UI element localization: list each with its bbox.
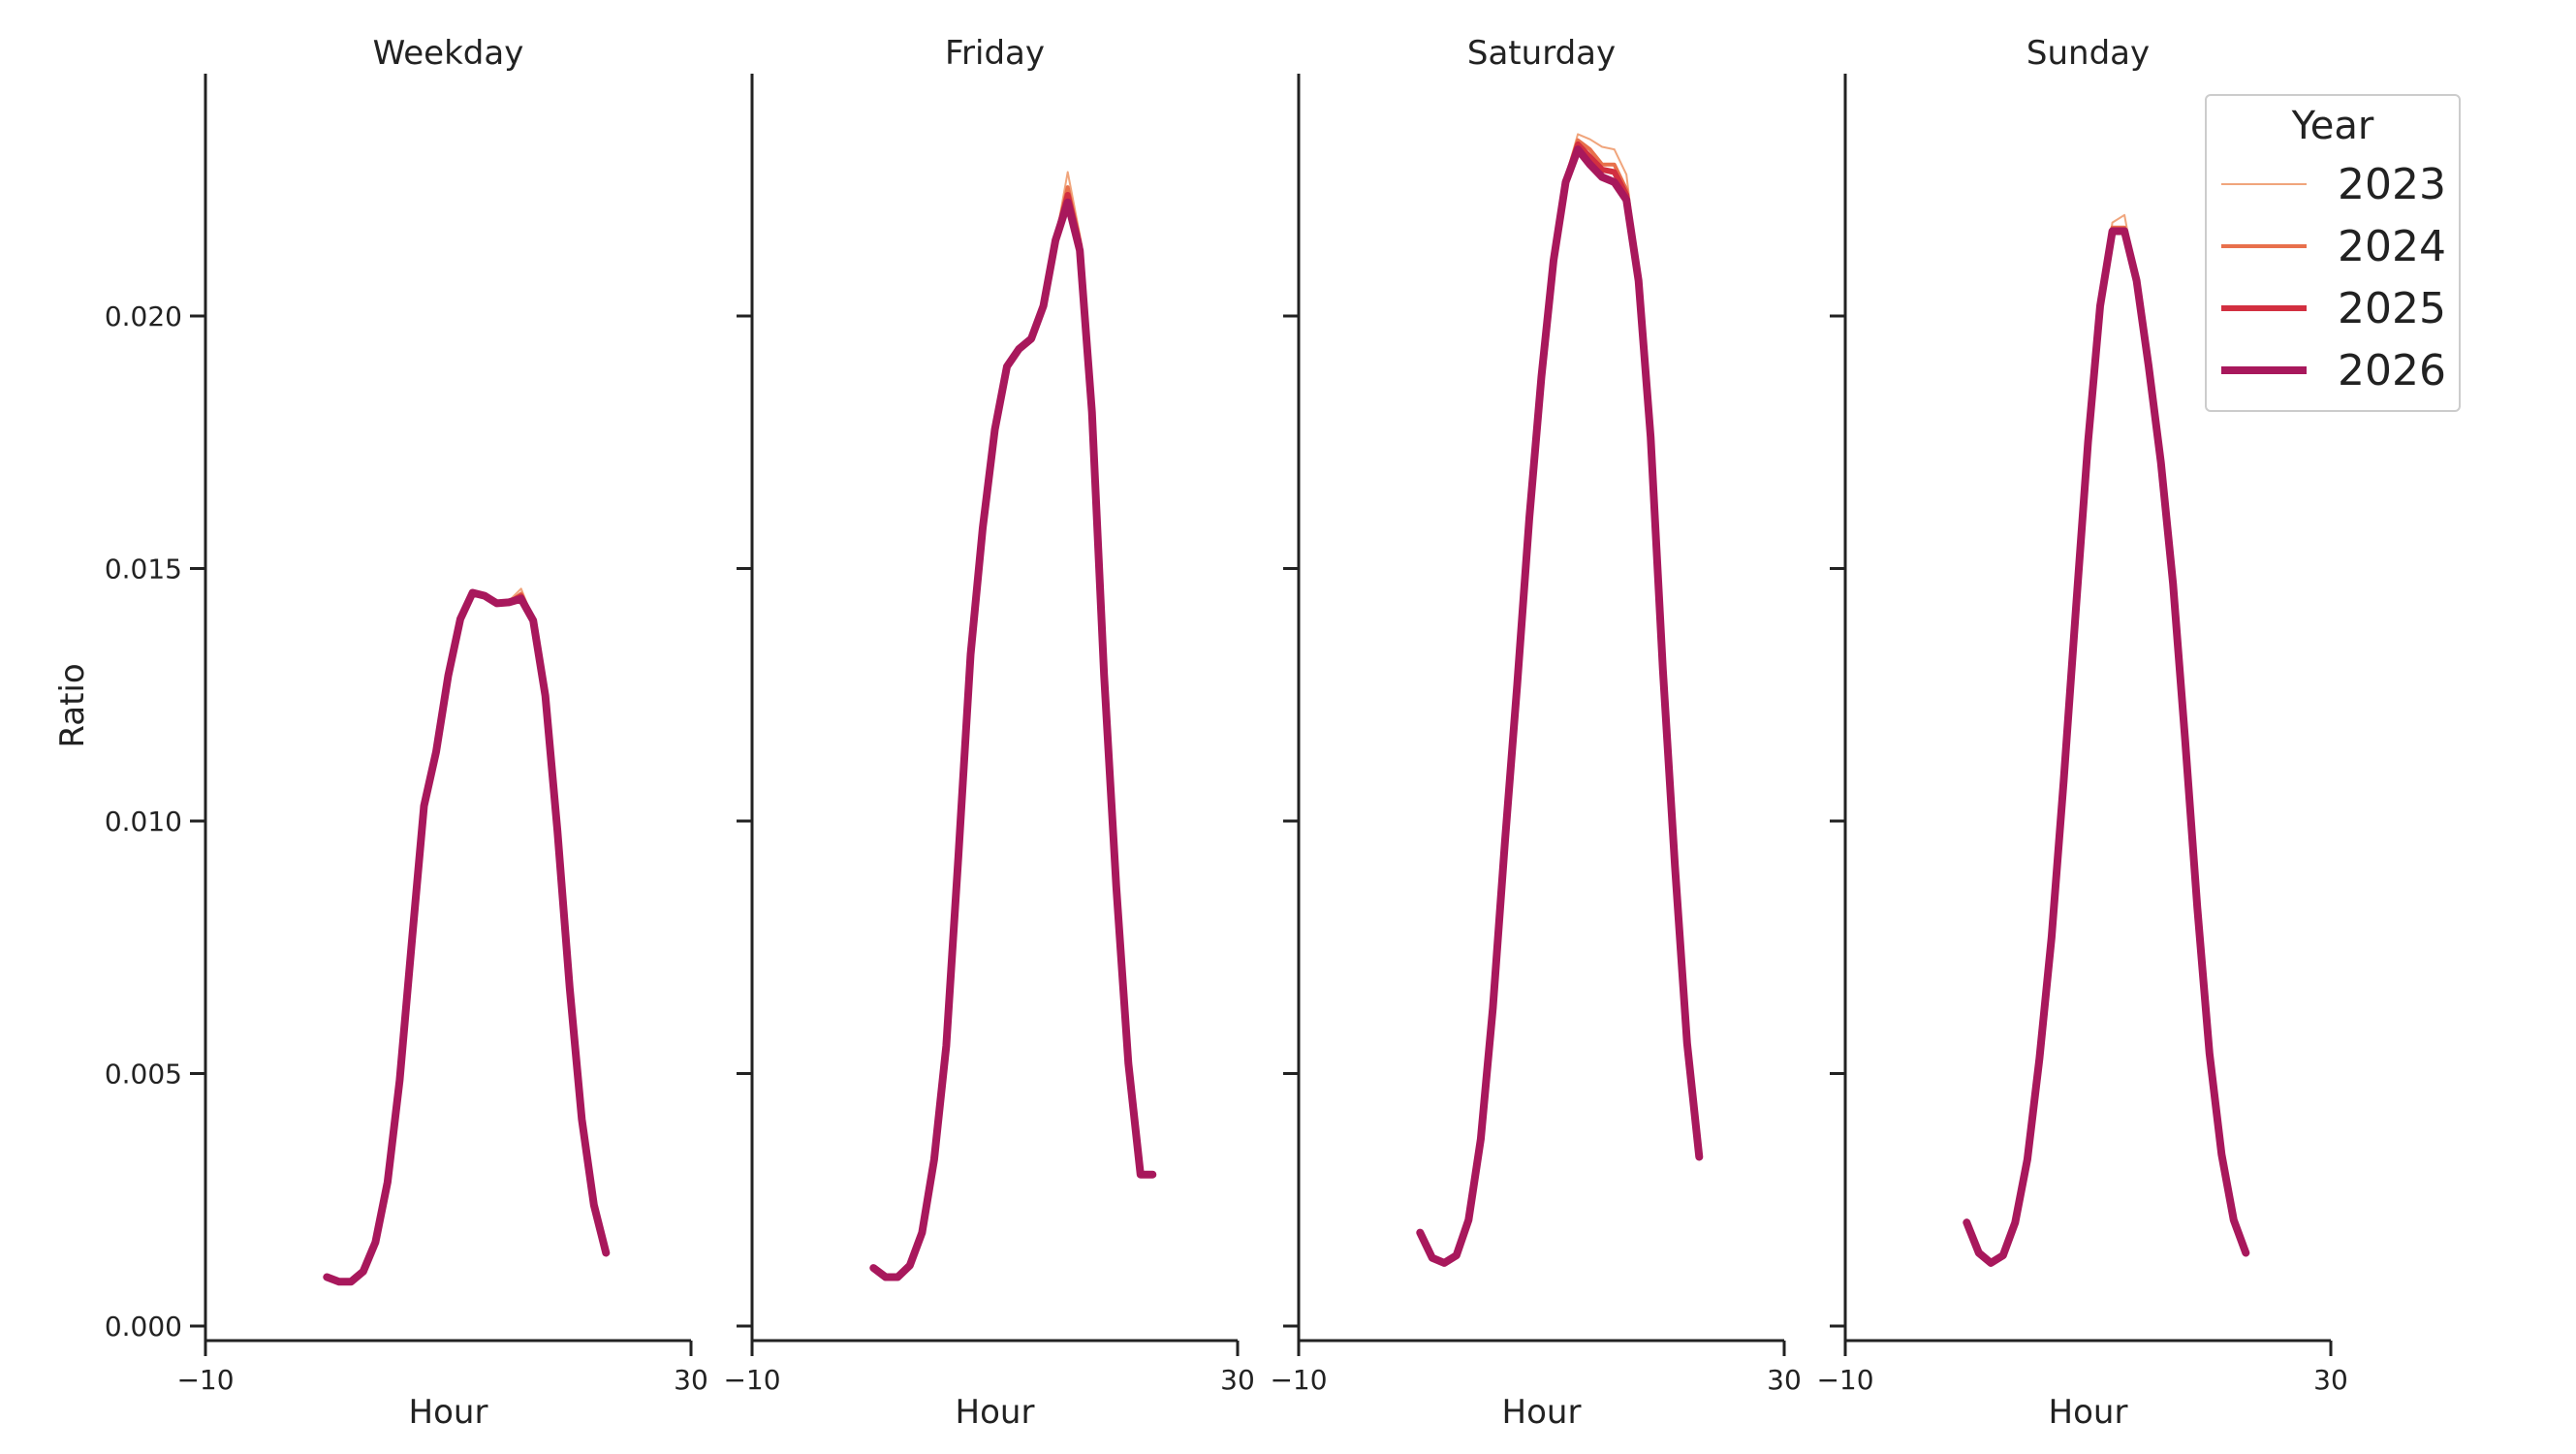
x-axis-label: Hour <box>1502 1393 1582 1432</box>
y-tick-label: 0.005 <box>105 1059 182 1090</box>
x-tick-label: 30 <box>1220 1364 1255 1396</box>
legend-frame <box>2205 94 2461 412</box>
y-tick-label: 0.020 <box>105 300 182 332</box>
panel-friday: Friday −10 30 Hour <box>723 34 1254 1432</box>
legend-item-2026: 2026 <box>2221 346 2446 395</box>
x-axis-label: Hour <box>956 1393 1035 1432</box>
x-tick-label: 30 <box>2313 1364 2348 1396</box>
x-axis-label: Hour <box>2049 1393 2128 1432</box>
x-tick-label: −10 <box>1816 1364 1873 1396</box>
legend-item-2025: 2025 <box>2221 284 2446 333</box>
y-axis-label: Ratio <box>53 663 92 747</box>
y-tick-label: 0.015 <box>105 553 182 585</box>
legend-item-2023: 2023 <box>2221 160 2446 209</box>
facet-panels: Weekday 0.000 0.005 0.010 0.015 0.020 −10 30 Hou… <box>105 34 2348 1432</box>
panel-title: Saturday <box>1467 34 1616 73</box>
series-line-2026 <box>1416 145 1704 1267</box>
panel-title: Sunday <box>2026 34 2150 73</box>
series-line-2026 <box>1963 227 2250 1267</box>
x-tick-label: −10 <box>1270 1364 1327 1396</box>
legend-title: Year <box>2291 104 2374 148</box>
series-line-2024 <box>1964 225 2248 1265</box>
series-line-2023 <box>1965 213 2247 1264</box>
panel-saturday: Saturday −10 30 Hour <box>1270 34 1801 1432</box>
x-tick-label: −10 <box>723 1364 780 1396</box>
series-line-2024 <box>1418 138 1702 1265</box>
y-tick-label: 0.000 <box>105 1311 182 1343</box>
panel-title: Weekday <box>373 34 524 73</box>
y-tick-label: 0.010 <box>105 806 182 838</box>
series-line-2026 <box>869 198 1157 1281</box>
series-line-2023 <box>1419 133 1701 1264</box>
series-line-2026 <box>323 588 611 1286</box>
series-line-2025 <box>1963 227 2249 1266</box>
panel-weekday: Weekday 0.000 0.005 0.010 0.015 0.020 −10 30 Hou… <box>105 34 708 1432</box>
panel-sunday: Sunday −10 30 Hour <box>1816 34 2347 1432</box>
legend-label: 2025 <box>2338 284 2446 333</box>
legend-label: 2024 <box>2338 222 2446 271</box>
x-axis-label: Hour <box>409 1393 488 1432</box>
panel-title: Friday <box>945 34 1045 73</box>
legend-item-2024: 2024 <box>2221 222 2446 271</box>
x-tick-label: −10 <box>176 1364 234 1396</box>
series-line-2025 <box>1417 141 1703 1266</box>
legend: Year 2023 2024 2025 2026 <box>2205 94 2461 412</box>
x-tick-label: 30 <box>1767 1364 1802 1396</box>
legend-label: 2026 <box>2338 346 2446 395</box>
legend-label: 2023 <box>2338 160 2446 209</box>
x-tick-label: 30 <box>674 1364 708 1396</box>
